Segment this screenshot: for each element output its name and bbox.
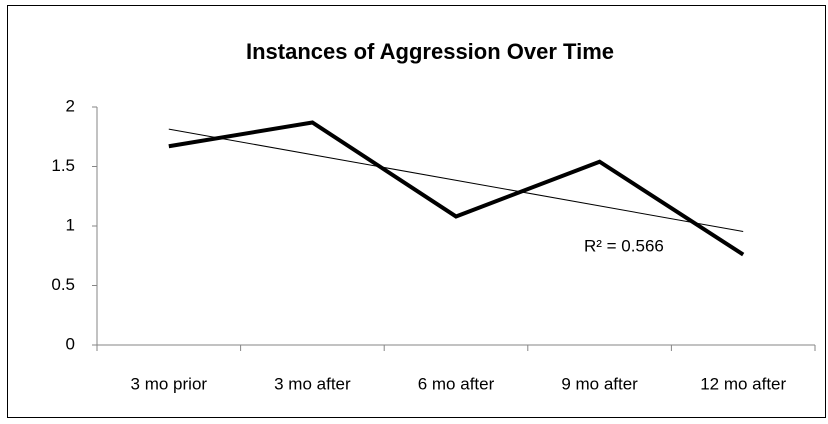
x-tick-label: 3 mo after [274,374,351,393]
x-tick-label: 12 mo after [700,374,786,393]
data-line [168,120,745,257]
x-tick-label: 9 mo after [561,374,638,393]
trendline [168,128,744,232]
y-tick-label: 1.5 [51,156,75,175]
x-tick-label: 6 mo after [418,374,495,393]
chart-title: Instances of Aggression Over Time [246,39,614,64]
y-tick-label: 0.5 [51,275,75,294]
x-tick-label: 3 mo prior [131,374,208,393]
y-tick-label: 1 [66,215,75,234]
y-tick-label: 0 [66,334,75,353]
annotation: R² = 0.566 [584,236,664,255]
y-tick-label: 2 [66,96,75,115]
chart-border [7,5,826,418]
